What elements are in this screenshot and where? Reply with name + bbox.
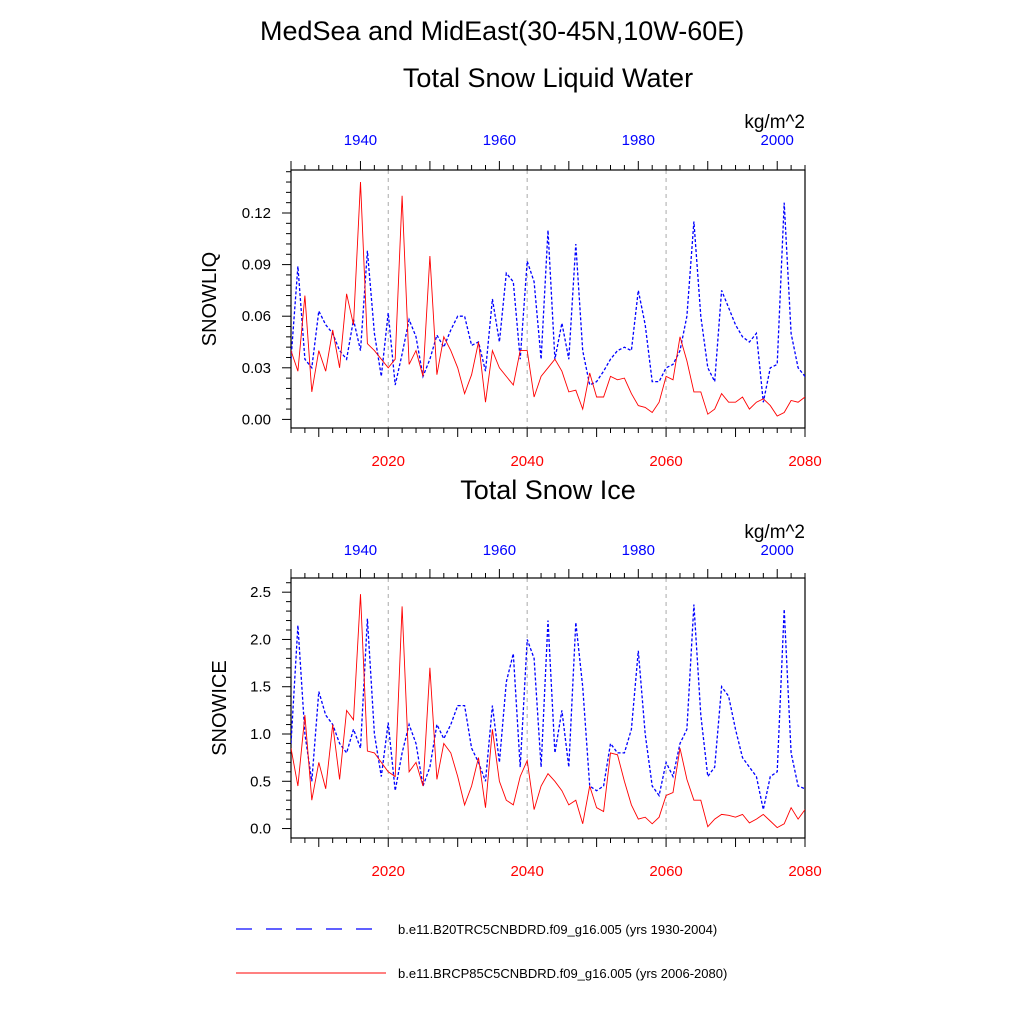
top-tick-label: 1980 xyxy=(622,542,655,559)
top-tick-label: 2000 xyxy=(761,132,794,149)
figure-title-text: MedSea and MidEast(30-45N,10W-60E) xyxy=(260,16,745,46)
top-tick-label: 2000 xyxy=(761,542,794,559)
y-tick-label: 0.5 xyxy=(250,773,271,790)
rcp85-series-line xyxy=(291,181,805,417)
bottom-tick-label: 2020 xyxy=(372,863,405,880)
legend: b.e11.B20TRC5CNBDRD.f09_g16.005 (yrs 193… xyxy=(236,922,727,981)
y-axis-label: SNOWICE xyxy=(209,660,231,756)
bottom-tick-label: 2040 xyxy=(510,863,543,880)
plot-frame xyxy=(290,169,806,429)
rcp85-series-line xyxy=(291,594,805,829)
legend-historical-label: b.e11.B20TRC5CNBDRD.f09_g16.005 (yrs 193… xyxy=(398,922,717,937)
top-tick-label: 1980 xyxy=(622,132,655,149)
snowliq-chart: Total Snow Liquid Water kg/m^2 SNOWLIQ 2020… xyxy=(199,63,822,470)
y-tick-label: 0.12 xyxy=(242,205,271,222)
top-tick-label: 1960 xyxy=(483,132,516,149)
chart-title: Total Snow Liquid Water xyxy=(403,63,693,93)
units-label: kg/m^2 xyxy=(744,112,805,133)
bottom-tick-label: 2040 xyxy=(510,453,543,470)
y-tick-label: 1.0 xyxy=(250,726,271,743)
top-tick-label: 1940 xyxy=(344,132,377,149)
snowice-chart: Total Snow Ice kg/m^2 SNOWICE 2020 2040 2060 2… xyxy=(209,475,822,880)
historical-series-line xyxy=(291,202,805,403)
y-tick-label: 0.06 xyxy=(242,308,271,325)
bottom-tick-label: 2060 xyxy=(649,863,682,880)
plot-frame xyxy=(290,577,806,839)
bottom-tick-label: 2080 xyxy=(788,863,821,880)
historical-series-line xyxy=(291,604,805,810)
bottom-tick-label: 2060 xyxy=(649,453,682,470)
y-tick-label: 0.03 xyxy=(242,360,271,377)
chart-title: Total Snow Ice xyxy=(460,475,636,505)
top-tick-label: 1960 xyxy=(483,542,516,559)
y-tick-label: 0.09 xyxy=(242,257,271,274)
y-tick-label: 2.5 xyxy=(250,584,271,601)
legend-rcp85-label: b.e11.BRCP85C5CNBDRD.f09_g16.005 (yrs 20… xyxy=(398,966,727,981)
y-tick-label: 0.00 xyxy=(242,411,271,428)
top-tick-label: 1940 xyxy=(344,542,377,559)
y-tick-label: 2.0 xyxy=(250,631,271,648)
bottom-tick-label: 2020 xyxy=(372,453,405,470)
y-tick-label: 1.5 xyxy=(250,679,271,696)
units-label: kg/m^2 xyxy=(744,522,805,543)
bottom-tick-label: 2080 xyxy=(788,453,821,470)
y-axis-label: SNOWLIQ xyxy=(199,252,221,346)
y-tick-label: 0.0 xyxy=(250,821,271,838)
